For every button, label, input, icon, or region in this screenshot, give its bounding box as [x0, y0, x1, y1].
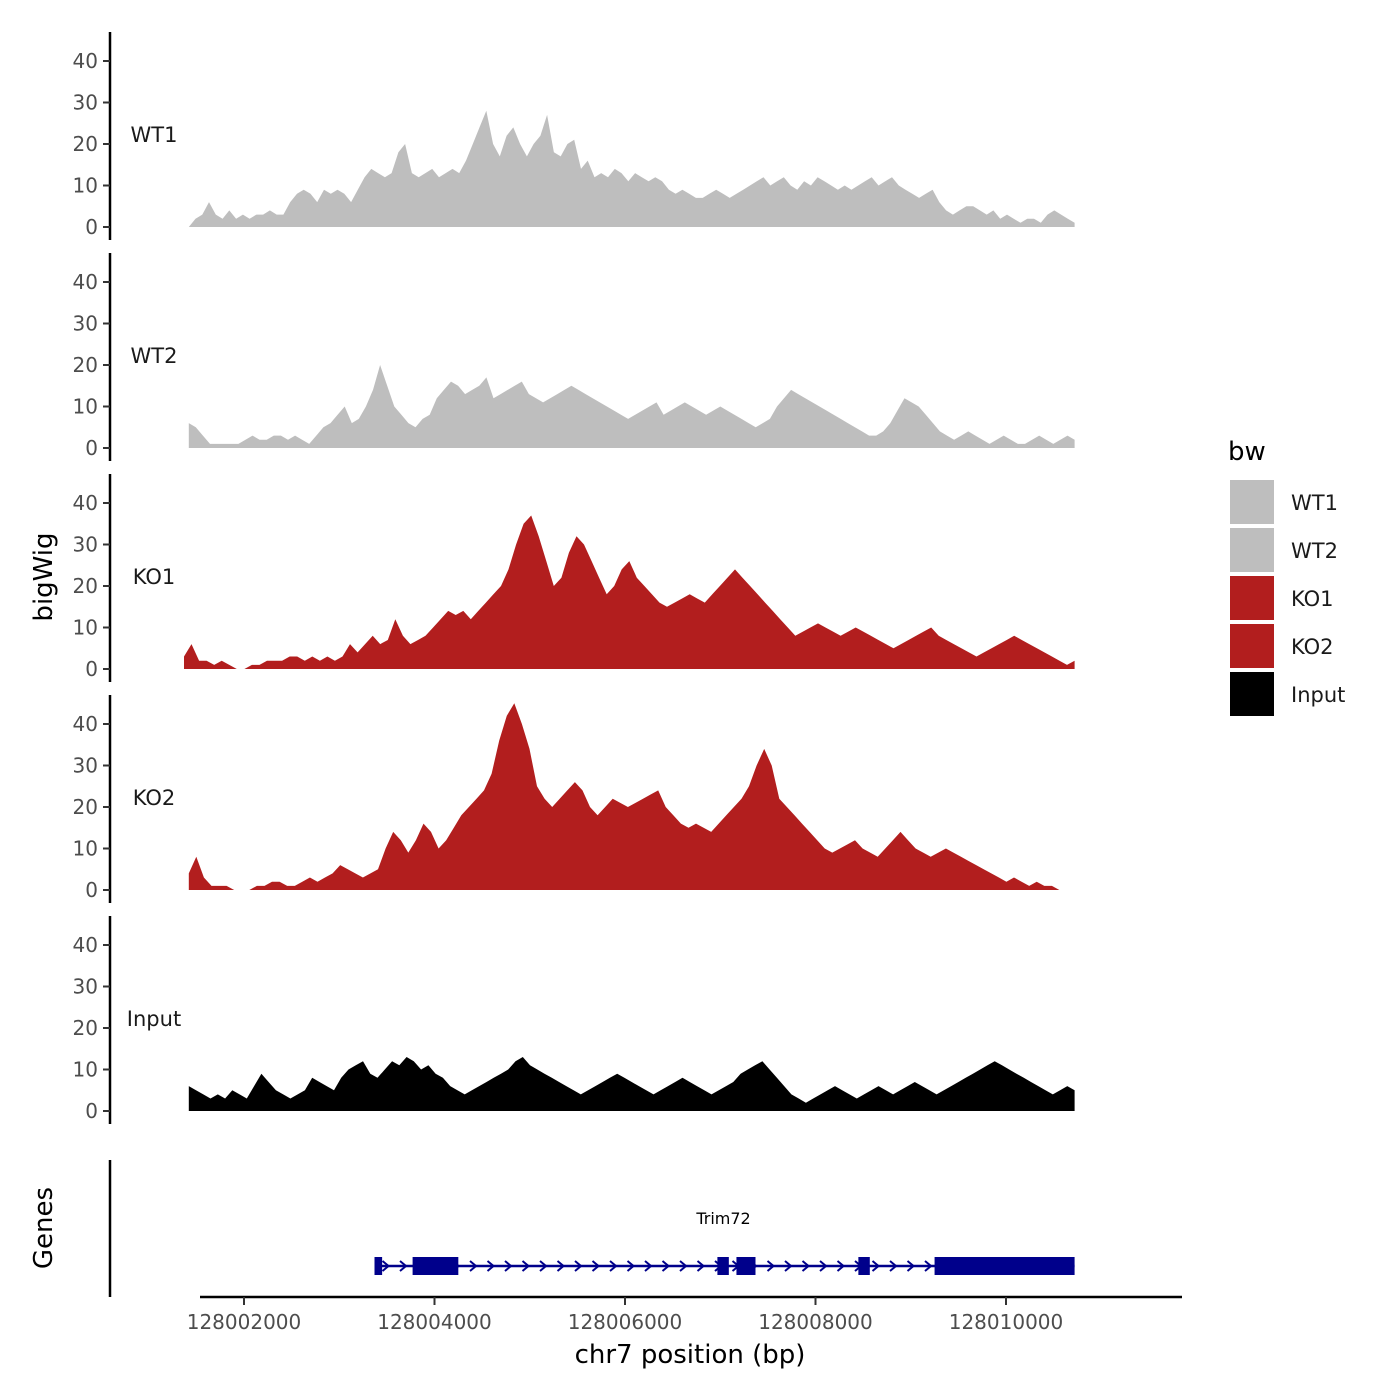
coverage-area-input	[188, 1057, 1075, 1111]
legend-swatch-wt2	[1230, 528, 1274, 572]
y-tick-label: 40	[73, 712, 98, 736]
y-tick-label: 30	[73, 91, 98, 115]
y-tick-label: 10	[73, 395, 98, 419]
strand-arrow-icon	[871, 1260, 881, 1272]
strand-arrow-icon	[836, 1260, 846, 1272]
y-tick-label: 0	[85, 1099, 98, 1123]
legend-label-ko2: KO2	[1291, 635, 1334, 659]
x-tick-label: 128008000	[758, 1310, 873, 1334]
gene-exon	[858, 1257, 870, 1275]
y-tick-label: 40	[73, 270, 98, 294]
legend-label-wt1: WT1	[1291, 491, 1338, 515]
strand-arrow-icon	[521, 1260, 531, 1272]
gene-exon	[934, 1257, 1075, 1275]
strand-arrow-icon	[766, 1260, 776, 1272]
track-label-wt1: WT1	[131, 123, 178, 147]
y-tick-label: 40	[73, 49, 98, 73]
y-tick-label: 0	[85, 215, 98, 239]
y-tick-label: 10	[73, 837, 98, 861]
y-tick-label: 10	[73, 1058, 98, 1082]
y-tick-label: 40	[73, 491, 98, 515]
genes-axis-title: Genes	[29, 1187, 59, 1269]
strand-arrow-icon	[609, 1260, 618, 1272]
coverage-area-ko2	[188, 703, 1075, 890]
track-label-wt2: WT2	[131, 344, 178, 368]
strand-arrow-icon	[591, 1260, 601, 1272]
legend-title: bw	[1228, 437, 1266, 467]
y-tick-label: 0	[85, 657, 98, 681]
track-label-input: Input	[127, 1007, 181, 1031]
y-tick-label: 10	[73, 616, 98, 640]
y-tick-label: 30	[73, 312, 98, 336]
x-tick-label: 128010000	[949, 1310, 1064, 1334]
legend-swatch-ko2	[1230, 624, 1274, 668]
y-tick-label: 0	[85, 878, 98, 902]
legend-label-ko1: KO1	[1291, 587, 1334, 611]
strand-arrow-icon	[556, 1260, 566, 1272]
strand-arrow-icon	[574, 1260, 583, 1272]
strand-arrow-icon	[644, 1260, 653, 1272]
strand-arrow-icon	[539, 1260, 548, 1272]
coverage-area-wt1	[188, 110, 1075, 227]
strand-arrow-icon	[819, 1260, 828, 1272]
y-tick-label: 20	[73, 1016, 98, 1040]
y-tick-label: 0	[85, 436, 98, 460]
y-tick-label: 10	[73, 174, 98, 198]
y-axis-title: bigWig	[29, 532, 59, 621]
strand-arrow-icon	[784, 1260, 793, 1272]
x-tick-label: 128004000	[377, 1310, 492, 1334]
strand-arrow-icon	[469, 1260, 478, 1272]
coverage-area-wt2	[188, 365, 1075, 448]
gene-exon	[374, 1257, 383, 1275]
strand-arrow-icon	[626, 1260, 636, 1272]
strand-arrow-icon	[696, 1260, 706, 1272]
y-tick-label: 40	[73, 933, 98, 957]
strand-arrow-icon	[679, 1260, 688, 1272]
strand-arrow-icon	[889, 1260, 898, 1272]
legend-swatch-wt1	[1230, 480, 1274, 524]
strand-arrow-icon	[486, 1260, 496, 1272]
gene-exon	[736, 1257, 756, 1275]
gene-exon	[717, 1257, 729, 1275]
y-tick-label: 30	[73, 975, 98, 999]
strand-arrow-icon	[399, 1260, 408, 1272]
y-tick-label: 30	[73, 533, 98, 557]
gene-label: Trim72	[695, 1209, 750, 1228]
strand-arrow-icon	[906, 1260, 916, 1272]
y-tick-label: 30	[73, 754, 98, 778]
y-tick-label: 20	[73, 353, 98, 377]
legend-swatch-ko1	[1230, 576, 1274, 620]
track-label-ko1: KO1	[133, 565, 176, 589]
gene-exon	[412, 1257, 459, 1275]
x-axis-title: chr7 position (bp)	[575, 1340, 806, 1370]
y-tick-label: 20	[73, 795, 98, 819]
y-tick-label: 20	[73, 132, 98, 156]
strand-arrow-icon	[924, 1260, 933, 1272]
strand-arrow-icon	[661, 1260, 671, 1272]
strand-arrow-icon	[801, 1260, 811, 1272]
strand-arrow-icon	[381, 1260, 391, 1272]
legend-label-wt2: WT2	[1291, 539, 1338, 563]
track-label-ko2: KO2	[133, 786, 176, 810]
coverage-area-ko1	[184, 515, 1075, 669]
x-tick-label: 128002000	[187, 1310, 302, 1334]
legend-label-input: Input	[1291, 683, 1345, 707]
y-tick-label: 20	[73, 574, 98, 598]
strand-arrow-icon	[504, 1260, 513, 1272]
legend-swatch-input	[1230, 672, 1274, 716]
x-tick-label: 128006000	[568, 1310, 683, 1334]
